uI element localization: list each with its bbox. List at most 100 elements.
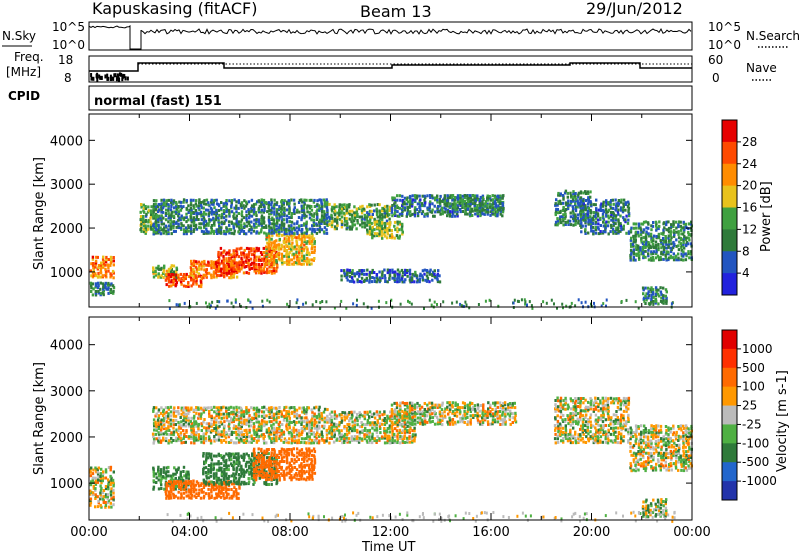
heatmap-cell [207, 208, 210, 212]
heatmap-cell [217, 435, 221, 439]
heatmap-cell [248, 214, 251, 218]
heatmap-cell [340, 269, 343, 273]
heatmap-cell [165, 496, 168, 500]
heatmap-cell [175, 480, 178, 484]
heatmap-cell [637, 244, 640, 248]
heatmap-cell [390, 298, 393, 302]
heatmap-cell [99, 472, 103, 476]
heatmap-cell [624, 220, 627, 224]
heatmap-cell [567, 219, 570, 223]
heatmap-cell [587, 220, 590, 224]
heatmap-cell [217, 420, 221, 424]
heatmap-cell [213, 210, 216, 214]
heatmap-cell [112, 484, 115, 488]
heatmap-cell [104, 286, 107, 289]
heatmap-cell [253, 218, 256, 222]
heatmap-cell [202, 220, 206, 224]
heatmap-cell [169, 405, 173, 409]
heatmap-cell [436, 280, 440, 284]
heatmap-cell [275, 214, 278, 218]
heatmap-cell [288, 201, 291, 205]
heatmap-cell [232, 269, 236, 273]
heatmap-cell [215, 264, 218, 268]
heatmap-cell [386, 271, 389, 275]
heatmap-cell [197, 422, 201, 426]
heatmap-cell [270, 265, 274, 269]
heatmap-cell [496, 210, 499, 214]
heatmap-cell [209, 206, 213, 210]
heatmap-cell [280, 465, 283, 469]
heatmap-cell [169, 226, 172, 230]
heatmap-cell [424, 278, 427, 282]
heatmap-cell [263, 449, 266, 453]
heatmap-cell [243, 454, 246, 458]
heatmap-cell [642, 296, 646, 300]
heatmap-cell [305, 245, 308, 249]
heatmap-cell [152, 214, 155, 218]
heatmap-cell [203, 262, 206, 266]
heatmap-cell [582, 206, 585, 210]
heatmap-cell [170, 200, 173, 204]
heatmap-cell [584, 300, 587, 304]
heatmap-cell [244, 464, 248, 468]
heatmap-cell [102, 264, 105, 268]
heatmap-cell [157, 208, 161, 212]
heatmap-cell [659, 286, 662, 290]
heatmap-cell [662, 230, 665, 234]
heatmap-cell [579, 204, 582, 208]
heatmap-cell [494, 202, 497, 206]
heatmap-cell [242, 482, 246, 486]
heatmap-cell [453, 214, 457, 218]
heatmap-cell [300, 249, 304, 252]
heatmap-cell [167, 420, 170, 424]
heatmap-cell [160, 218, 163, 222]
heatmap-cell [662, 257, 665, 261]
heatmap-cell [275, 216, 278, 220]
heatmap-cell [225, 269, 229, 273]
heatmap-cell [577, 193, 580, 197]
heatmap-cell [203, 210, 206, 214]
heatmap-cell [104, 281, 107, 285]
heatmap-cell [669, 234, 672, 238]
heatmap-cell [550, 298, 553, 302]
heatmap-cell [162, 222, 166, 226]
heatmap-cell [627, 202, 630, 206]
heatmap-cell [250, 214, 254, 218]
heatmap-cell [165, 414, 168, 418]
heatmap-cell [302, 451, 306, 455]
heatmap-cell [356, 280, 359, 284]
heatmap-cell [245, 246, 249, 250]
heatmap-cell [423, 268, 427, 272]
heatmap-cell [629, 230, 633, 234]
heatmap-cell [313, 241, 316, 245]
heatmap-cell [242, 251, 245, 255]
heatmap-cell [89, 503, 92, 507]
heatmap-cell [310, 235, 314, 239]
heatmap-cell [642, 292, 645, 296]
heatmap-cell [464, 207, 467, 211]
heatmap-cell [582, 216, 585, 219]
heatmap-cell [363, 215, 367, 219]
heatmap-cell [323, 204, 326, 208]
heatmap-cell [197, 416, 200, 420]
heatmap-cell [311, 465, 314, 469]
heatmap-cell [204, 436, 208, 440]
heatmap-cell [167, 416, 170, 420]
heatmap-cell [323, 210, 326, 214]
heatmap-cell [563, 216, 567, 220]
heatmap-cell [436, 198, 439, 202]
heatmap-cell [161, 414, 165, 417]
heatmap-cell [163, 412, 166, 416]
heatmap-cell [197, 266, 201, 270]
heatmap-cell [617, 212, 620, 216]
heatmap-cell [187, 408, 190, 412]
heatmap-cell [275, 243, 279, 247]
heatmap-cell [365, 223, 368, 227]
heatmap-cell [647, 248, 650, 252]
heatmap-cell [622, 208, 625, 212]
heatmap-cell [273, 240, 276, 244]
heatmap-cell [571, 209, 575, 213]
heatmap-cell [89, 281, 93, 285]
heatmap-cell [187, 488, 191, 492]
